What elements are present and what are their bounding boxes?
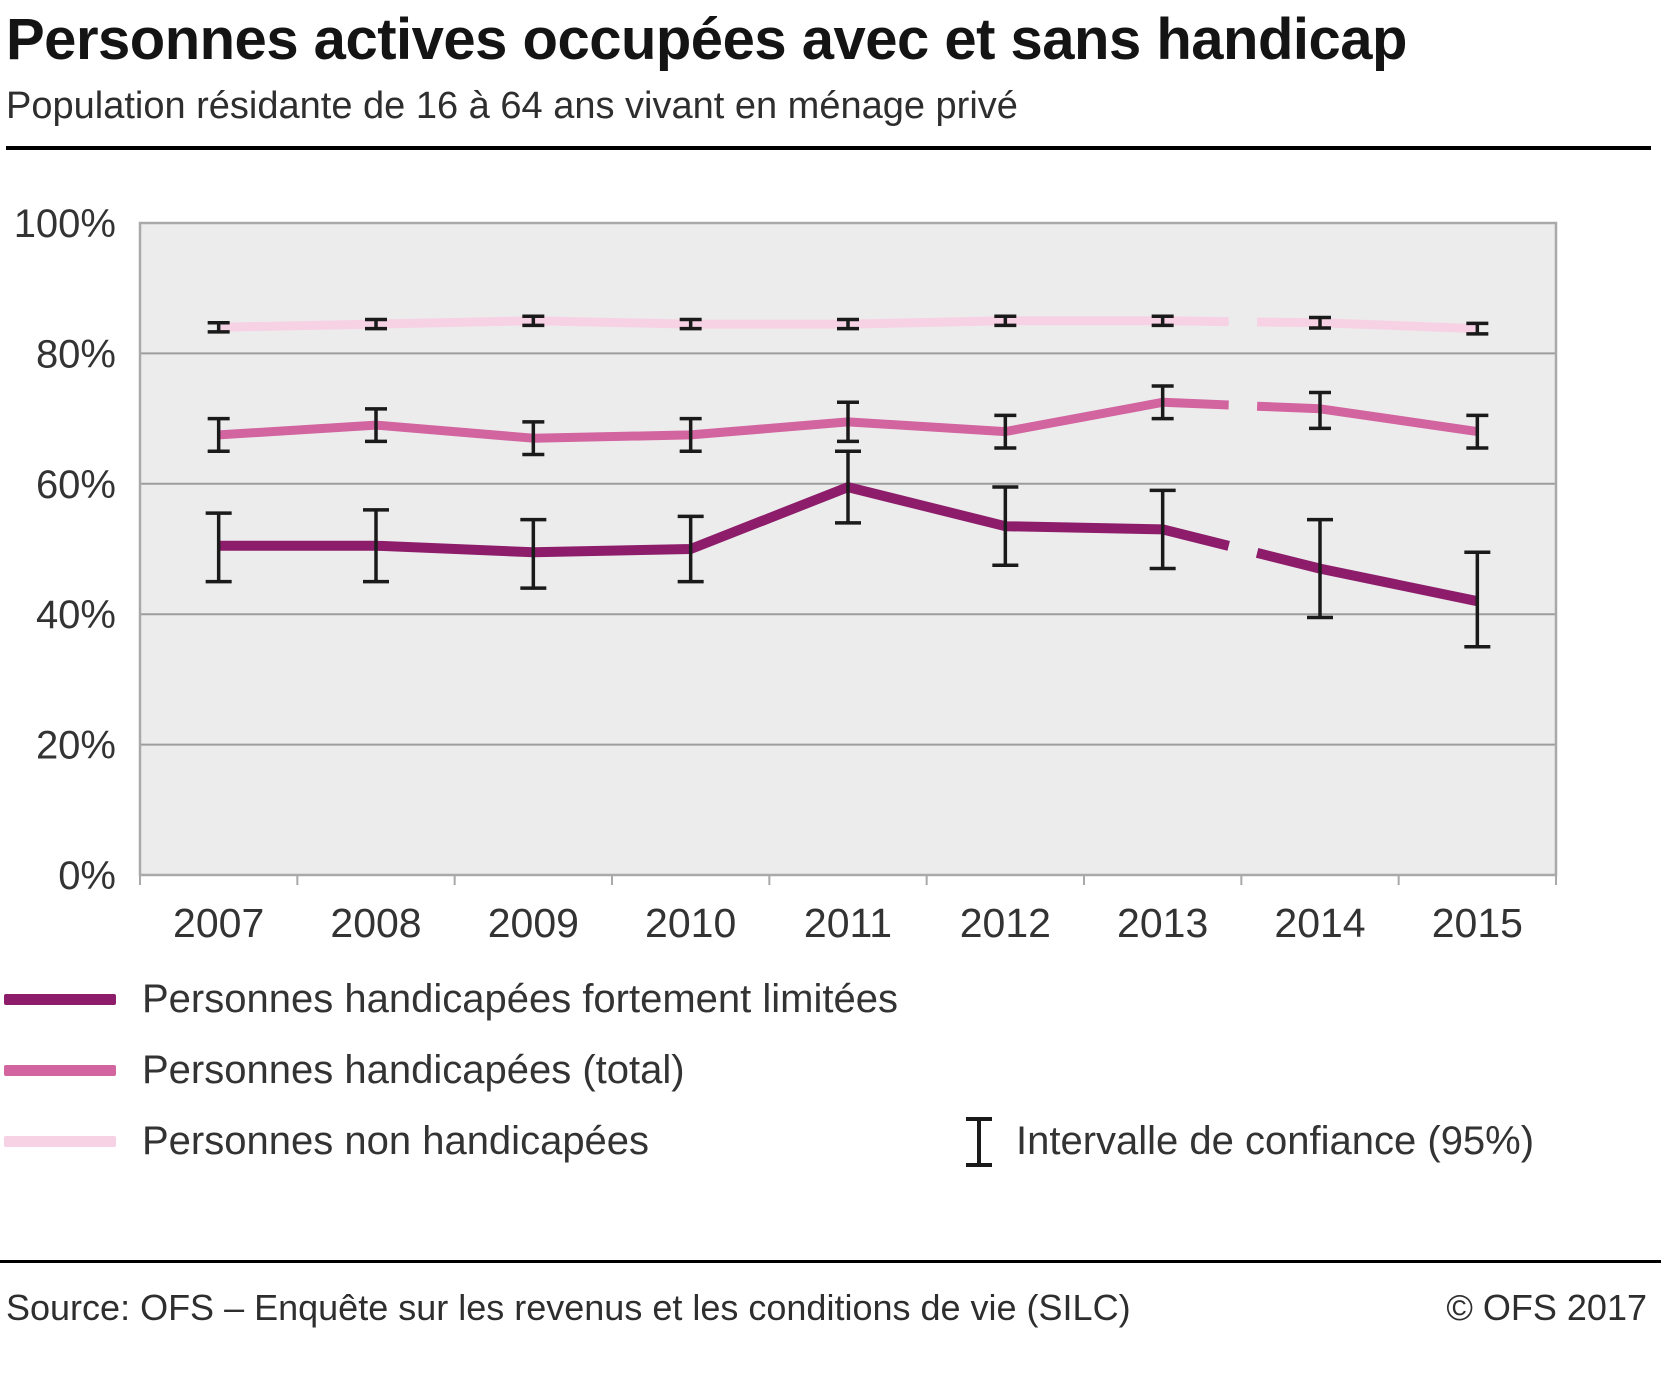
page-subtitle: Population résidante de 16 à 64 ans viva… <box>6 84 1018 127</box>
x-tick-label: 2012 <box>960 900 1051 945</box>
x-tick-label: 2009 <box>488 900 579 945</box>
legend-item-non-disabled: Personnes non handicapées <box>4 1117 1661 1167</box>
x-tick-label: 2013 <box>1117 900 1208 945</box>
series-line-1-seg0 <box>218 397 1229 443</box>
y-tick-label: 60% <box>36 463 116 507</box>
x-tick-label: 2014 <box>1274 900 1365 945</box>
series-line-0-seg0 <box>218 482 1230 558</box>
header-rule <box>6 145 1651 150</box>
x-tick-label: 2015 <box>1432 900 1523 945</box>
employment-line-chart: 0% 20% 40% 60% 80% 100% 2007 2008 2009 2010 2011 20… <box>14 202 1558 945</box>
x-tick-label: 2010 <box>645 900 736 945</box>
footer-rule <box>0 1260 1661 1263</box>
error-bar-icon <box>966 1116 992 1167</box>
page-title: Personnes actives occupées avec et sans … <box>6 7 1407 72</box>
legend-swatch-non-disabled <box>4 1136 116 1148</box>
confidence-interval-legend: Intervalle de confiance (95%) <box>958 1116 1535 1167</box>
legend-label-non-disabled: Personnes non handicapées <box>142 1119 650 1164</box>
header: Personnes actives occupées avec et sans … <box>0 0 1661 150</box>
legend-swatch-disabled-total <box>4 1065 116 1077</box>
y-tick-label: 40% <box>36 593 116 637</box>
y-tick-label: 80% <box>36 332 116 376</box>
source-text: Source: OFS – Enquête sur les revenus et… <box>6 1287 1131 1328</box>
y-tick-label: 20% <box>36 724 116 768</box>
legend-item-disabled-total: Personnes handicapées (total) <box>4 1046 1661 1096</box>
series-line-2-seg0 <box>218 316 1229 332</box>
legend-item-strongly-limited: Personnes handicapées fortement limitées <box>4 975 1661 1025</box>
x-tick-label: 2008 <box>330 900 421 945</box>
x-tick-label: 2011 <box>804 900 892 945</box>
confidence-interval-label: Intervalle de confiance (95%) <box>1016 1119 1535 1164</box>
legend-swatch-strongly-limited <box>4 994 116 1006</box>
legend-label-strongly-limited: Personnes handicapées fortement limitées <box>142 977 898 1022</box>
legend-label-disabled-total: Personnes handicapées (total) <box>142 1048 685 1093</box>
legend: Personnes handicapées fortement limitées… <box>0 975 1661 1167</box>
x-tick-label: 2007 <box>173 900 264 945</box>
y-tick-label: 100% <box>14 202 116 246</box>
plot-border <box>138 221 1558 877</box>
copyright-text: © OFS 2017 <box>1446 1287 1647 1328</box>
footer: Source: OFS – Enquête sur les revenus et… <box>0 1260 1661 1329</box>
y-tick-label: 0% <box>58 854 116 898</box>
